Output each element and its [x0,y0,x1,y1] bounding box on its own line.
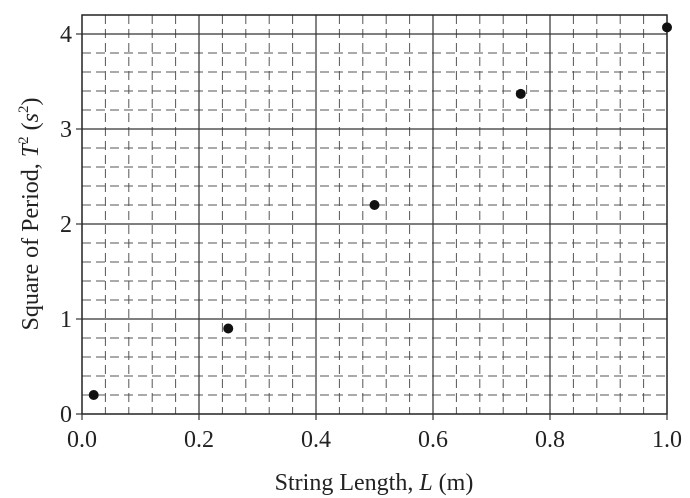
minor-grid [82,15,667,414]
x-tick-label: 0.6 [418,427,448,453]
y-tick-label: 0 [60,402,72,428]
data-point [515,88,526,99]
y-tick-label: 2 [60,212,72,238]
x-axis-title: String Length, L (m) [275,470,474,496]
data-point [223,323,234,334]
plot-frame [81,14,668,415]
data-point [369,200,380,210]
major-grid [82,15,667,414]
data-points [88,22,672,400]
x-tick-label: 0.8 [535,427,565,453]
y-tick-label: 3 [60,117,72,143]
x-tick-label: 0.4 [301,427,331,453]
y-tick-label: 1 [60,307,72,333]
data-point [662,22,672,33]
x-tick-label: 1.0 [652,427,682,453]
x-tick-label: 0.0 [67,427,97,453]
y-tick-label: 4 [60,22,72,48]
x-tick-labels: 0.0 0.2 0.4 0.6 0.8 1.0 [67,414,682,453]
x-tick-label: 0.2 [184,427,214,453]
data-point [88,390,99,400]
y-axis-title: Square of Period, T2 (s2) [16,98,44,331]
y-tick-labels: 0 1 2 3 4 [60,22,82,428]
